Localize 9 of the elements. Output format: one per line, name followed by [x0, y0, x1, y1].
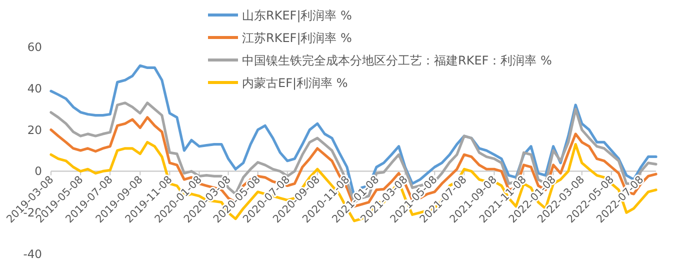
legend-label: 内蒙古EF|利润率 %: [242, 76, 348, 90]
legend-label: 山东RKEF|利润率 %: [242, 8, 352, 22]
y-tick-label: 60: [27, 40, 42, 54]
y-tick-label: -40: [23, 247, 42, 261]
y-tick-label: 40: [27, 81, 42, 96]
legend-label: 中国镍生铁完全成本分地区分工艺：福建RKEF：利润率 %: [242, 54, 552, 68]
y-tick-label: 0: [34, 164, 42, 178]
legend-label: 江苏RKEF|利润率 %: [242, 31, 352, 45]
y-tick-label: 20: [27, 122, 42, 137]
